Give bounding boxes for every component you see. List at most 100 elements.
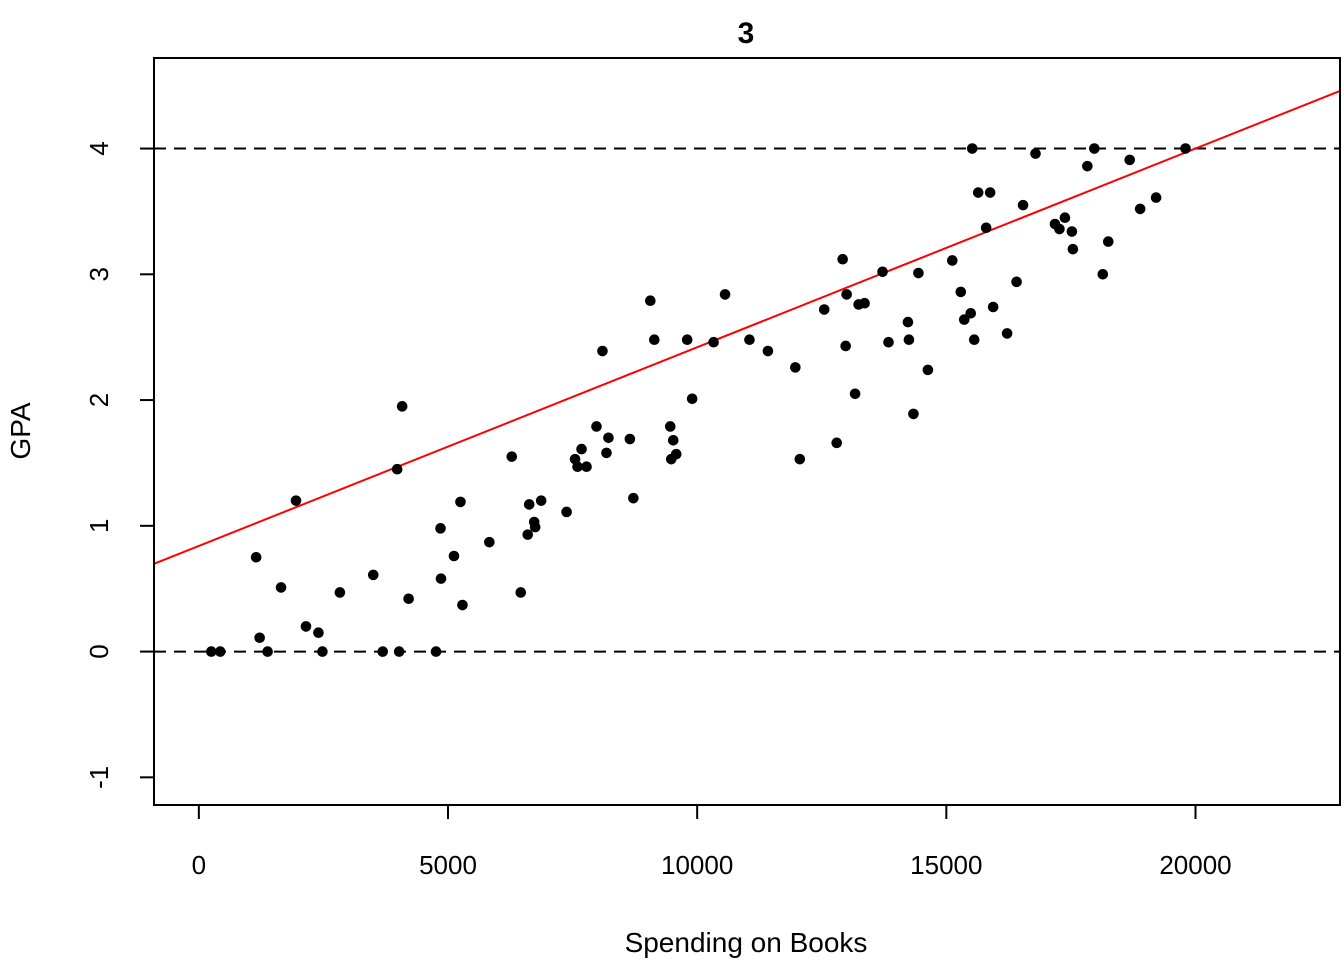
data-point (1059, 212, 1071, 224)
data-point (435, 523, 446, 534)
data-point (859, 297, 870, 309)
data-point (1180, 143, 1191, 154)
data-point (719, 289, 731, 300)
data-point (396, 401, 408, 412)
chart-title: 3 (738, 17, 755, 50)
data-point (708, 336, 719, 348)
data-point (275, 582, 287, 593)
data-point (455, 496, 466, 508)
data-point (628, 492, 639, 504)
data-point (367, 569, 379, 581)
data-point (762, 345, 774, 357)
data-point (902, 316, 914, 328)
data-point (877, 266, 888, 278)
data-point (522, 529, 534, 540)
data-point (645, 295, 656, 307)
data-point (913, 267, 924, 279)
data-point (448, 550, 460, 562)
x-axis: 0 5000 10000 15000 20000 (192, 804, 1232, 880)
data-point (601, 447, 612, 459)
x-tick-label: 20000 (1159, 850, 1231, 880)
data-point (1017, 199, 1029, 211)
data-point (984, 187, 996, 198)
data-point (840, 340, 851, 352)
data-point (529, 521, 541, 533)
data-point (980, 222, 992, 234)
x-tick-label: 10000 (661, 850, 733, 880)
data-point (1082, 160, 1093, 172)
x-tick-label: 5000 (419, 850, 477, 880)
data-point (883, 336, 894, 348)
data-point (667, 435, 679, 446)
data-point (966, 143, 978, 154)
reference-lines (154, 147, 1340, 653)
data-point (403, 593, 414, 605)
y-tick-label: 0 (84, 644, 114, 658)
data-point (972, 187, 984, 198)
data-point (515, 587, 527, 598)
data-point (1067, 243, 1079, 255)
data-points (206, 143, 1191, 657)
data-point (903, 334, 915, 345)
x-tick-label: 0 (192, 850, 206, 880)
data-point (818, 304, 830, 315)
data-point (214, 646, 226, 657)
data-point (430, 646, 442, 657)
data-point (506, 451, 518, 462)
data-point (603, 432, 614, 444)
data-point (686, 393, 698, 405)
data-point (254, 632, 265, 644)
data-point (987, 301, 999, 313)
data-point (1102, 236, 1114, 247)
data-point (576, 443, 587, 455)
data-point (572, 461, 583, 473)
data-point (435, 573, 447, 584)
data-point (300, 621, 312, 632)
data-point (1134, 203, 1146, 215)
data-point (393, 646, 405, 657)
data-point (837, 253, 848, 265)
data-point (313, 627, 324, 639)
data-point (334, 587, 346, 598)
y-tick-label: 2 (84, 393, 114, 407)
data-point (262, 646, 273, 657)
data-point (955, 286, 967, 298)
data-point (965, 307, 977, 319)
data-point (664, 421, 676, 432)
plot-frame (153, 57, 1341, 806)
y-tick-label: 4 (84, 141, 114, 155)
y-tick-label: -1 (84, 766, 114, 789)
data-point (377, 646, 389, 657)
data-point (535, 495, 547, 506)
data-point (561, 506, 572, 518)
y-axis: -1 0 1 2 3 4 (84, 141, 155, 789)
y-tick-label: 1 (84, 519, 114, 533)
data-point (1124, 154, 1136, 166)
data-point (523, 499, 535, 510)
data-point (922, 364, 934, 376)
data-point (790, 362, 801, 373)
data-point (1011, 276, 1022, 288)
data-point (1097, 269, 1109, 280)
x-tick-label: 15000 (910, 850, 982, 880)
data-point (744, 334, 755, 345)
data-point (670, 448, 682, 460)
data-point (206, 646, 217, 657)
data-point (624, 433, 636, 445)
data-point (317, 646, 328, 657)
data-point (581, 461, 592, 473)
data-point (681, 334, 693, 345)
data-point (1030, 148, 1041, 159)
data-point (947, 255, 958, 266)
data-point (290, 495, 302, 506)
data-point (457, 599, 468, 611)
fit-line-group (153, 89, 1341, 565)
data-point (968, 334, 980, 345)
data-point (391, 463, 403, 475)
data-point (1150, 192, 1162, 203)
data-point (1054, 223, 1065, 235)
data-point (794, 453, 806, 465)
data-point (1089, 143, 1100, 154)
data-point (484, 536, 495, 548)
